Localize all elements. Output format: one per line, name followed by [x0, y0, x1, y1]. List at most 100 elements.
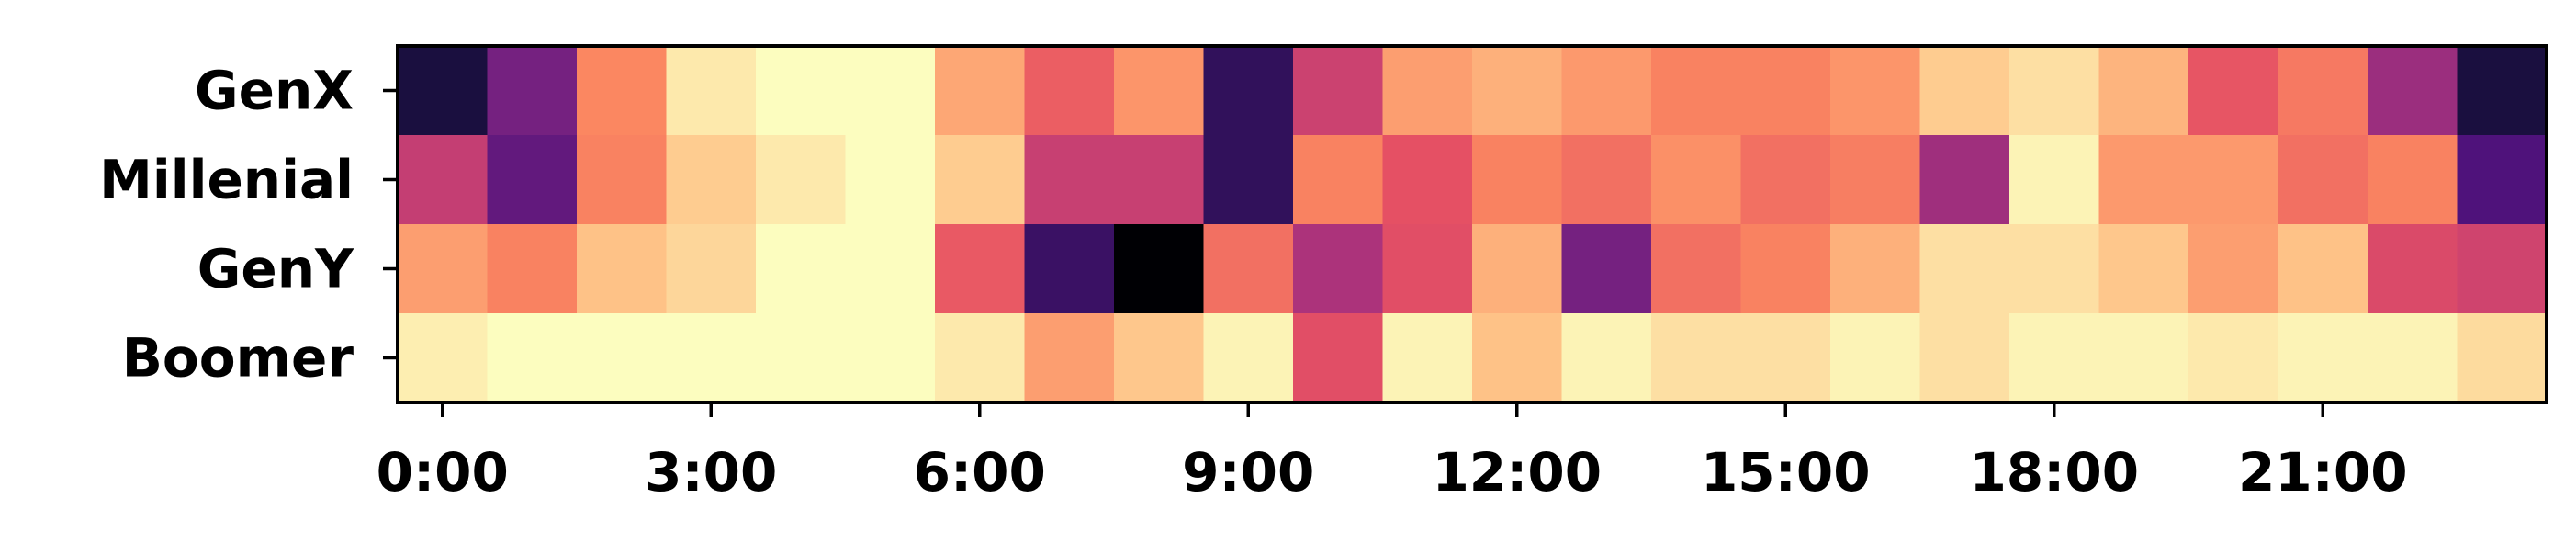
heatmap-cell-millenial-1 — [487, 135, 578, 225]
heatmap-cell-genx-4 — [756, 46, 847, 136]
heatmap-cell-millenial-5 — [845, 135, 936, 225]
heatmap-cell-boomer-18 — [2009, 313, 2100, 403]
heatmap-cell-millenial-15 — [1740, 135, 1831, 225]
heatmap-cell-genx-6 — [935, 46, 1026, 136]
heatmap-cell-genx-22 — [2368, 46, 2458, 136]
heatmap-cell-genx-15 — [1740, 46, 1831, 136]
heatmap-cell-boomer-20 — [2188, 313, 2279, 403]
x-tick-label-9-00: 9:00 — [1182, 441, 1314, 503]
heatmap-cell-genx-16 — [1830, 46, 1921, 136]
heatmap-cell-millenial-14 — [1651, 135, 1742, 225]
heatmap-cell-geny-4 — [756, 224, 847, 314]
heatmap-cell-genx-5 — [845, 46, 936, 136]
heatmap-cell-millenial-12 — [1472, 135, 1563, 225]
heatmap-cell-genx-14 — [1651, 46, 1742, 136]
heatmap-cell-geny-18 — [2009, 224, 2100, 314]
heatmap-cell-boomer-12 — [1472, 313, 1563, 403]
heatmap-cell-boomer-0 — [398, 313, 489, 403]
y-axis-tick-marks — [383, 88, 398, 360]
heatmap-cell-boomer-8 — [1114, 313, 1205, 403]
heatmap-cell-genx-20 — [2188, 46, 2279, 136]
y-tick-label-millenial: Millenial — [99, 149, 354, 211]
heatmap-cell-millenial-20 — [2188, 135, 2279, 225]
heatmap-cell-geny-15 — [1740, 224, 1831, 314]
heatmap-cell-geny-20 — [2188, 224, 2279, 314]
x-tick-label-6-00: 6:00 — [914, 441, 1046, 503]
heatmap-cell-geny-17 — [1919, 224, 2010, 314]
heatmap-cell-boomer-23 — [2457, 313, 2548, 403]
heatmap-cell-genx-1 — [487, 46, 578, 136]
heatmap-cell-boomer-6 — [935, 313, 1026, 403]
heatmap-cell-boomer-3 — [666, 313, 757, 403]
heatmap-cell-geny-16 — [1830, 224, 1921, 314]
x-tick-label-0-00: 0:00 — [377, 441, 509, 503]
heatmap-cell-genx-7 — [1024, 46, 1115, 136]
heatmap-cell-geny-9 — [1203, 224, 1294, 314]
heatmap-cell-boomer-19 — [2098, 313, 2189, 403]
heatmap-cell-geny-3 — [666, 224, 757, 314]
heatmap-cell-genx-8 — [1114, 46, 1205, 136]
heatmap-cell-boomer-15 — [1740, 313, 1831, 403]
heatmap-cell-genx-9 — [1203, 46, 1294, 136]
x-tick-label-15-00: 15:00 — [1701, 441, 1871, 503]
y-tick-label-genx: GenX — [195, 60, 354, 122]
x-axis-tick-labels: 0:00 3:00 6:00 9:00 12:00 15:00 18:00 21:00 — [377, 441, 2408, 503]
heatmap-cell-boomer-10 — [1293, 313, 1384, 403]
heatmap-cell-geny-1 — [487, 224, 578, 314]
heatmap-cell-genx-21 — [2278, 46, 2368, 136]
heatmap-cell-genx-17 — [1919, 46, 2010, 136]
heatmap-cell-millenial-2 — [577, 135, 668, 225]
heatmap-cell-millenial-21 — [2278, 135, 2368, 225]
heatmap-cell-geny-7 — [1024, 224, 1115, 314]
heatmap-cell-geny-5 — [845, 224, 936, 314]
heatmap-cell-genx-0 — [398, 46, 489, 136]
heatmap-cell-millenial-19 — [2098, 135, 2189, 225]
heatmap-cell-genx-10 — [1293, 46, 1384, 136]
heatmap-cell-genx-23 — [2457, 46, 2548, 136]
heatmap-cell-millenial-10 — [1293, 135, 1384, 225]
heatmap-cell-geny-21 — [2278, 224, 2368, 314]
heatmap-cell-millenial-6 — [935, 135, 1026, 225]
heatmap-cell-genx-13 — [1561, 46, 1652, 136]
heatmap-cell-boomer-9 — [1203, 313, 1294, 403]
heatmap-cell-millenial-22 — [2368, 135, 2458, 225]
heatmap-cell-millenial-4 — [756, 135, 847, 225]
y-axis-tick-labels: GenX Millenial GenY Boomer — [99, 60, 354, 390]
heatmap-cell-boomer-1 — [487, 313, 578, 403]
heatmap-cell-geny-10 — [1293, 224, 1384, 314]
heatmap-cell-genx-2 — [577, 46, 668, 136]
heatmap-cell-millenial-3 — [666, 135, 757, 225]
heatmap-cell-millenial-9 — [1203, 135, 1294, 225]
heatmap-cell-boomer-5 — [845, 313, 936, 403]
heatmap-cell-genx-18 — [2009, 46, 2100, 136]
x-tick-label-21-00: 21:00 — [2238, 441, 2408, 503]
heatmap-cell-genx-3 — [666, 46, 757, 136]
heatmap-cell-boomer-21 — [2278, 313, 2368, 403]
heatmap-cell-genx-11 — [1382, 46, 1473, 136]
heatmap-cell-millenial-8 — [1114, 135, 1205, 225]
heatmap-cell-millenial-0 — [398, 135, 489, 225]
heatmap-cell-geny-13 — [1561, 224, 1652, 314]
heatmap-cell-boomer-7 — [1024, 313, 1115, 403]
heatmap-cell-boomer-16 — [1830, 313, 1921, 403]
heatmap-cell-genx-19 — [2098, 46, 2189, 136]
heatmap-cell-boomer-11 — [1382, 313, 1473, 403]
y-tick-label-geny: GenY — [197, 238, 354, 300]
x-tick-label-18-00: 18:00 — [1969, 441, 2139, 503]
heatmap-cell-geny-0 — [398, 224, 489, 314]
heatmap-cell-boomer-13 — [1561, 313, 1652, 403]
heatmap-cell-boomer-14 — [1651, 313, 1742, 403]
heatmap-cell-geny-6 — [935, 224, 1026, 314]
plot-frame — [396, 44, 2548, 404]
heatmap-cell-geny-2 — [577, 224, 668, 314]
heatmap-cell-millenial-18 — [2009, 135, 2100, 225]
heatmap-cell-boomer-4 — [756, 313, 847, 403]
heatmap-cell-millenial-13 — [1561, 135, 1652, 225]
y-tick-label-boomer: Boomer — [122, 327, 354, 390]
heatmap-cell-geny-11 — [1382, 224, 1473, 314]
heatmap-cell-millenial-11 — [1382, 135, 1473, 225]
heatmap-cell-millenial-23 — [2457, 135, 2548, 225]
heatmap-cell-geny-23 — [2457, 224, 2548, 314]
heatmap-cell-boomer-17 — [1919, 313, 2010, 403]
